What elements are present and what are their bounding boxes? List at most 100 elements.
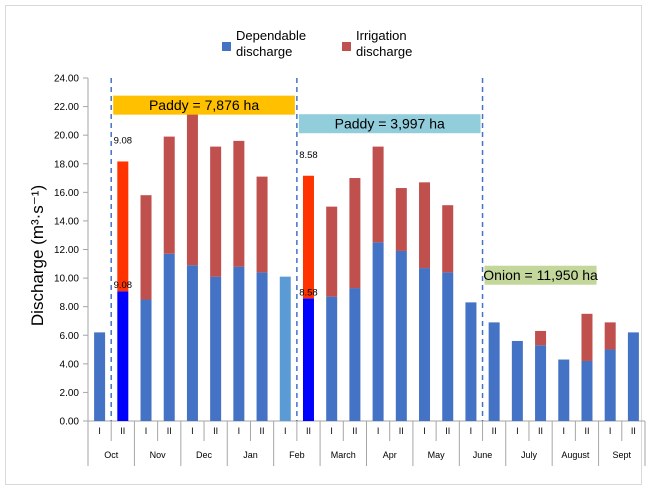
irrigation-bar-march-i: [326, 206, 338, 297]
season-annotation-label: Paddy = 7,876 ha: [149, 97, 259, 113]
irrigation-bar-jan-ii: [256, 176, 268, 273]
dependable-bar-apr-i: [372, 242, 384, 421]
month-label: Jan: [243, 450, 258, 460]
month-label: Feb: [289, 450, 305, 460]
half-label: II: [352, 426, 357, 436]
month-label: Sept: [613, 450, 632, 460]
half-label: II: [538, 426, 543, 436]
irrigation-bar-august-ii: [581, 313, 593, 361]
dependable-bar-may-i: [419, 268, 431, 421]
month-label: June: [473, 450, 493, 460]
dependable-bar-jan-ii: [256, 272, 268, 421]
half-label: I: [470, 426, 473, 436]
legend-swatch-1: [342, 42, 351, 51]
y-tick-label: 14.00: [54, 216, 79, 227]
y-tick-label: 20.00: [54, 131, 79, 142]
y-tick-label: 6.00: [60, 331, 80, 342]
half-label: I: [516, 426, 519, 436]
dependable-bar-apr-ii: [395, 250, 407, 421]
dependable-bar-sept-i: [604, 349, 616, 421]
half-label: II: [120, 426, 125, 436]
dependable-bar-oct-ii: [117, 291, 129, 421]
month-label: Nov: [150, 450, 167, 460]
half-label: I: [98, 426, 101, 436]
legend-label-line2: discharge: [356, 44, 412, 59]
half-label: I: [284, 426, 287, 436]
dependable-bar-jan-i: [233, 266, 245, 421]
legend-swatch-0: [222, 42, 231, 51]
irrigation-bar-nov-i: [140, 195, 152, 300]
month-label: August: [561, 450, 590, 460]
y-tick-label: 16.00: [54, 188, 79, 199]
y-tick-label: 8.00: [60, 302, 80, 313]
month-label: Apr: [383, 450, 397, 460]
dependable-bar-sept-ii: [627, 332, 639, 421]
dependable-bar-august-ii: [581, 360, 593, 421]
irrigation-bar-march-ii: [349, 178, 361, 289]
irrigation-bar-apr-ii: [395, 188, 407, 251]
season-annotation-box: [298, 114, 481, 134]
dependable-bar-nov-ii: [163, 253, 175, 421]
dependable-bar-march-i: [326, 296, 338, 421]
dependable-bar-feb-ii: [302, 298, 314, 421]
legend-label-line2: discharge: [236, 44, 292, 59]
half-label: I: [563, 426, 566, 436]
chart-frame: [5, 5, 642, 485]
season-annotation-label: Paddy = 3,997 ha: [335, 116, 445, 132]
half-label: II: [399, 426, 404, 436]
y-tick-label: 10.00: [54, 274, 79, 285]
half-label: II: [445, 426, 450, 436]
y-tick-label: 22.00: [54, 102, 79, 113]
irrigation-bar-may-ii: [442, 205, 454, 273]
month-label: May: [428, 450, 446, 460]
dependable-bar-june-i: [465, 302, 477, 421]
month-label: July: [521, 450, 538, 460]
irrigation-bar-apr-i: [372, 146, 384, 243]
month-label: Oct: [104, 450, 119, 460]
data-label-dependable: 8.58: [299, 287, 318, 298]
y-tick-label: 0.00: [60, 417, 80, 428]
season-annotation-label: Onion = 11,950 ha: [483, 267, 598, 283]
season-annotation-box: [113, 95, 295, 115]
dependable-bar-dec-i: [186, 265, 198, 421]
half-label: II: [306, 426, 311, 436]
dependable-bar-march-ii: [349, 288, 361, 421]
legend-label-line1: Dependable: [236, 28, 306, 43]
y-tick-label: 2.00: [60, 388, 80, 399]
irrigation-bar-dec-i: [186, 110, 198, 266]
month-label: Dec: [196, 450, 213, 460]
dependable-bar-july-i: [511, 340, 523, 421]
irrigation-bar-oct-ii: [117, 161, 129, 292]
y-tick-label: 12.00: [54, 245, 79, 256]
half-label: II: [492, 426, 497, 436]
half-label: I: [609, 426, 612, 436]
y-tick-label: 18.00: [54, 159, 79, 170]
dependable-bar-july-ii: [535, 345, 547, 421]
half-label: I: [191, 426, 194, 436]
irrigation-bar-nov-ii: [163, 136, 175, 254]
dependable-bar-dec-ii: [210, 276, 222, 421]
data-label-total: 9.08: [114, 135, 133, 146]
data-label-dependable: 9.08: [114, 280, 133, 291]
irrigation-bar-jan-i: [233, 140, 245, 267]
irrigation-bar-feb-ii: [302, 175, 314, 299]
dependable-bar-may-ii: [442, 272, 454, 421]
month-label: March: [331, 450, 356, 460]
half-label: II: [213, 426, 218, 436]
dependable-bar-august-i: [558, 359, 570, 421]
half-label: II: [260, 426, 265, 436]
season-annotation-box: [484, 265, 597, 285]
half-label: II: [584, 426, 589, 436]
irrigation-bar-sept-i: [604, 322, 616, 350]
data-label-total: 8.58: [299, 150, 318, 161]
y-axis-label: Discharge (m³·s⁻¹): [28, 185, 47, 326]
dependable-bar-feb-i: [279, 276, 291, 421]
half-label: I: [330, 426, 333, 436]
irrigation-bar-dec-ii: [210, 146, 222, 277]
dependable-bar-nov-i: [140, 299, 152, 421]
half-label: I: [238, 426, 241, 436]
half-label: II: [631, 426, 636, 436]
legend-label-line1: Irrigation: [356, 28, 407, 43]
